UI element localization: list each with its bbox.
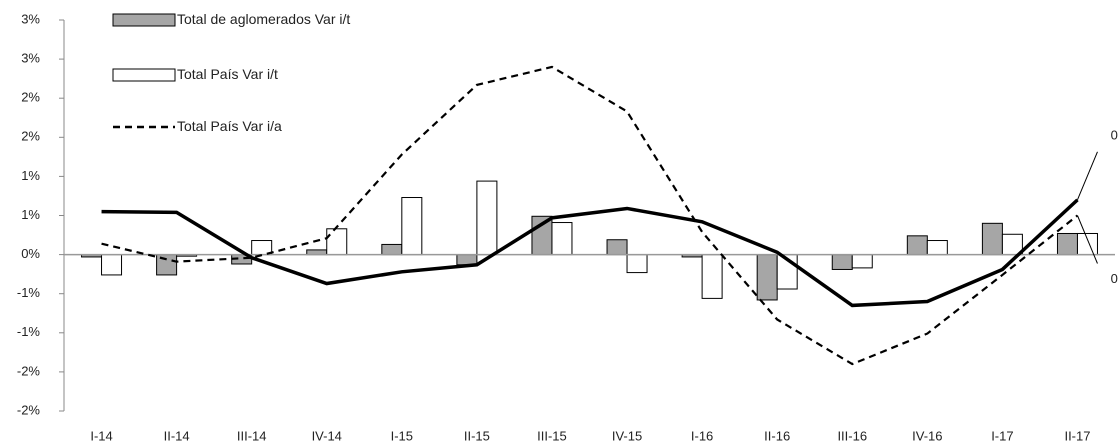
- value-label: 0,7%: [1111, 127, 1118, 142]
- bar: [851, 254, 873, 269]
- x-tick-label: I-14: [90, 428, 112, 443]
- bar: [326, 228, 348, 256]
- y-tick-label: -1%: [17, 285, 41, 300]
- x-tick-label: IV-16: [912, 428, 942, 443]
- x-tick-label: II-16: [764, 428, 790, 443]
- line: [101, 198, 1079, 308]
- y-tick-label: 3%: [21, 51, 40, 66]
- x-tick-label: III-14: [237, 428, 267, 443]
- bar: [401, 197, 423, 256]
- bar: [926, 240, 948, 256]
- x-tick-label: IV-15: [612, 428, 642, 443]
- x-tick-label: II-17: [1064, 428, 1090, 443]
- y-tick-label: -2%: [17, 363, 41, 378]
- y-tick-label: 2%: [21, 129, 40, 144]
- leader-line: [1077, 151, 1098, 201]
- y-tick-label: 1%: [21, 207, 40, 222]
- bar: [101, 254, 123, 276]
- y-tick-label: -1%: [17, 324, 41, 339]
- bar: [156, 254, 178, 276]
- x-tick-label: I-16: [691, 428, 713, 443]
- y-tick-label: -2%: [17, 402, 41, 417]
- value-label: 0,5%: [1111, 271, 1118, 286]
- bar: [1056, 232, 1078, 256]
- bar: [1076, 232, 1098, 256]
- x-tick-label: III-16: [837, 428, 867, 443]
- x-tick-label: I-17: [991, 428, 1013, 443]
- legend-label: Total de aglomerados Var i/t: [177, 11, 351, 27]
- y-tick-label: 3%: [21, 11, 40, 26]
- bar: [476, 180, 498, 256]
- y-tick-label: 1%: [21, 168, 40, 183]
- legend-swatch: [112, 68, 176, 82]
- x-tick-label: IV-14: [312, 428, 342, 443]
- bar: [606, 239, 628, 256]
- leader-line: [1077, 215, 1098, 264]
- line: [101, 65, 1079, 366]
- x-tick-label: III-15: [537, 428, 567, 443]
- legend-swatch: [112, 13, 176, 27]
- bar: [981, 222, 1003, 256]
- bar: [551, 222, 573, 256]
- bar: [626, 254, 648, 274]
- bar: [531, 215, 553, 256]
- x-tick-label: II-15: [464, 428, 490, 443]
- bar: [701, 254, 723, 299]
- bar: [906, 235, 928, 256]
- y-tick-label: 2%: [21, 90, 40, 105]
- bar: [831, 254, 853, 270]
- x-tick-label: I-15: [391, 428, 413, 443]
- legend-label: Total País Var i/a: [177, 118, 282, 134]
- bar: [381, 243, 403, 256]
- bar: [756, 254, 778, 301]
- legend-label: Total País Var i/t: [177, 66, 278, 82]
- x-tick-label: II-14: [164, 428, 190, 443]
- y-tick-label: 0%: [21, 246, 40, 261]
- bar: [456, 254, 478, 266]
